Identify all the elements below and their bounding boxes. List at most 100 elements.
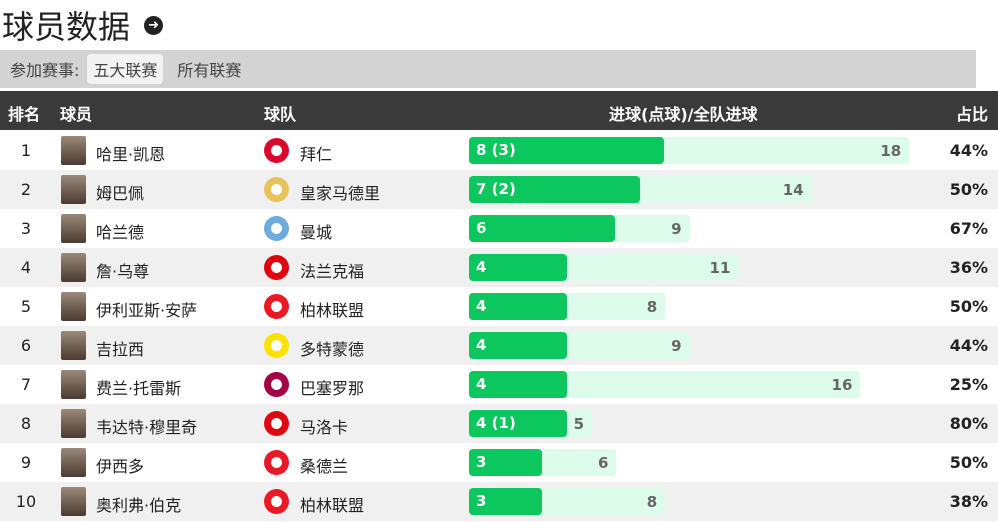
rank: 2 [20,180,32,199]
competition-filter: 参加赛事: 五大联赛 所有联赛 [0,50,976,88]
team-logo-icon [264,177,289,202]
col-player[interactable]: 球员 [60,105,93,124]
team-name[interactable]: 曼城 [300,223,333,242]
player-avatar [61,175,86,204]
rank: 1 [20,141,32,160]
team-goals: 14 [782,181,804,199]
player-goals-bar: 4 [469,293,567,320]
team-logo-icon [264,333,289,358]
player-name[interactable]: 哈里·凯恩 [96,145,166,164]
player-name[interactable]: 哈兰德 [96,223,145,242]
player-avatar [61,253,86,282]
col-goals[interactable]: 进球(点球)/全队进球 [609,105,758,124]
team-goals: 5 [573,415,584,433]
table-row[interactable]: 8 韦达特·穆里奇 马洛卡 5 4 (1) 80% [0,404,998,443]
player-avatar [61,292,86,321]
rank: 5 [20,297,32,316]
player-goals-bar: 4 [469,332,567,359]
player-goals-bar: 6 [469,215,616,242]
player-name[interactable]: 姆巴佩 [96,184,145,203]
goal-share: 67% [949,219,988,238]
player-name[interactable]: 费兰·托雷斯 [96,379,182,398]
team-goals: 8 [646,298,658,316]
page-title: 球员数据 ➜ [2,2,164,48]
team-logo-icon [264,411,289,436]
team-logo-icon [264,255,289,280]
player-goals-bar: 3 [469,488,543,515]
team-name[interactable]: 桑德兰 [300,457,349,476]
goal-share: 80% [949,414,988,433]
goal-share: 44% [949,336,988,355]
table-row[interactable]: 1 哈里·凯恩 拜仁 18 8 (3) 44% [0,131,998,170]
rank: 8 [20,414,32,433]
rank: 9 [20,453,32,472]
team-logo-icon [264,450,289,475]
table-row[interactable]: 6 吉拉西 多特蒙德 9 4 44% [0,326,998,365]
rank: 3 [20,219,32,238]
goal-share: 38% [949,492,988,511]
arrow-right-icon[interactable]: ➜ [144,15,164,35]
table-header: 排名 球员 球队 进球(点球)/全队进球 占比 [0,91,998,130]
player-goals-bar: 4 [469,371,567,398]
player-name[interactable]: 韦达特·穆里奇 [96,418,198,437]
team-goals: 8 [646,493,658,511]
team-name[interactable]: 马洛卡 [300,418,349,437]
player-goals-bar: 4 (1) [469,410,567,437]
col-share[interactable]: 占比 [955,105,988,124]
page-title-text: 球员数据 [2,8,131,46]
team-name[interactable]: 法兰克福 [300,262,365,281]
player-avatar [61,370,86,399]
player-name[interactable]: 詹·乌尊 [96,262,150,281]
col-team[interactable]: 球队 [264,105,297,124]
player-name[interactable]: 吉拉西 [96,340,145,359]
rank: 6 [20,336,32,355]
goal-share: 25% [949,375,988,394]
goal-share: 50% [949,297,988,316]
player-goals-bar: 3 [469,449,543,476]
goal-share: 36% [949,258,988,277]
filter-top5[interactable]: 五大联赛 [87,54,164,84]
player-goals-bar: 7 (2) [469,176,640,203]
filter-label: 参加赛事: [10,61,80,80]
table-row[interactable]: 10 奥利弗·伯克 柏林联盟 8 3 38% [0,482,998,521]
table-row[interactable]: 4 詹·乌尊 法兰克福 11 4 36% [0,248,998,287]
team-logo-icon [264,138,289,163]
team-goals: 9 [671,337,682,355]
table-row[interactable]: 9 伊西多 桑德兰 6 3 50% [0,443,998,482]
team-goals: 18 [880,142,902,160]
player-name[interactable]: 伊利亚斯·安萨 [96,301,198,320]
player-avatar [61,487,86,516]
team-name[interactable]: 巴塞罗那 [300,379,365,398]
player-avatar [61,448,86,477]
team-name[interactable]: 柏林联盟 [300,301,365,320]
player-goals-bar: 4 [469,254,567,281]
player-avatar [61,214,86,243]
team-goals: 16 [831,376,853,394]
player-avatar [61,136,86,165]
team-name[interactable]: 拜仁 [300,145,333,164]
team-logo-icon [264,294,289,319]
player-name[interactable]: 伊西多 [96,457,145,476]
col-rank[interactable]: 排名 [8,105,41,124]
player-name[interactable]: 奥利弗·伯克 [96,496,182,515]
player-avatar [61,331,86,360]
table-row[interactable]: 2 姆巴佩 皇家马德里 14 7 (2) 50% [0,170,998,209]
goal-share: 44% [949,141,988,160]
table-row[interactable]: 3 哈兰德 曼城 9 6 67% [0,209,998,248]
filter-all[interactable]: 所有联赛 [177,61,242,80]
player-avatar [61,409,86,438]
team-goals: 9 [671,220,682,238]
player-goals-bar: 8 (3) [469,137,665,164]
rank: 7 [20,375,32,394]
team-logo-icon [264,489,289,514]
table-row[interactable]: 5 伊利亚斯·安萨 柏林联盟 8 4 50% [0,287,998,326]
team-name[interactable]: 皇家马德里 [300,184,381,203]
rank: 4 [20,258,32,277]
rank: 10 [15,492,37,511]
team-name[interactable]: 柏林联盟 [300,496,365,515]
goal-share: 50% [949,453,988,472]
team-name[interactable]: 多特蒙德 [300,340,365,359]
table-row[interactable]: 7 费兰·托雷斯 巴塞罗那 16 4 25% [0,365,998,404]
team-logo-icon [264,216,289,241]
goal-share: 50% [949,180,988,199]
